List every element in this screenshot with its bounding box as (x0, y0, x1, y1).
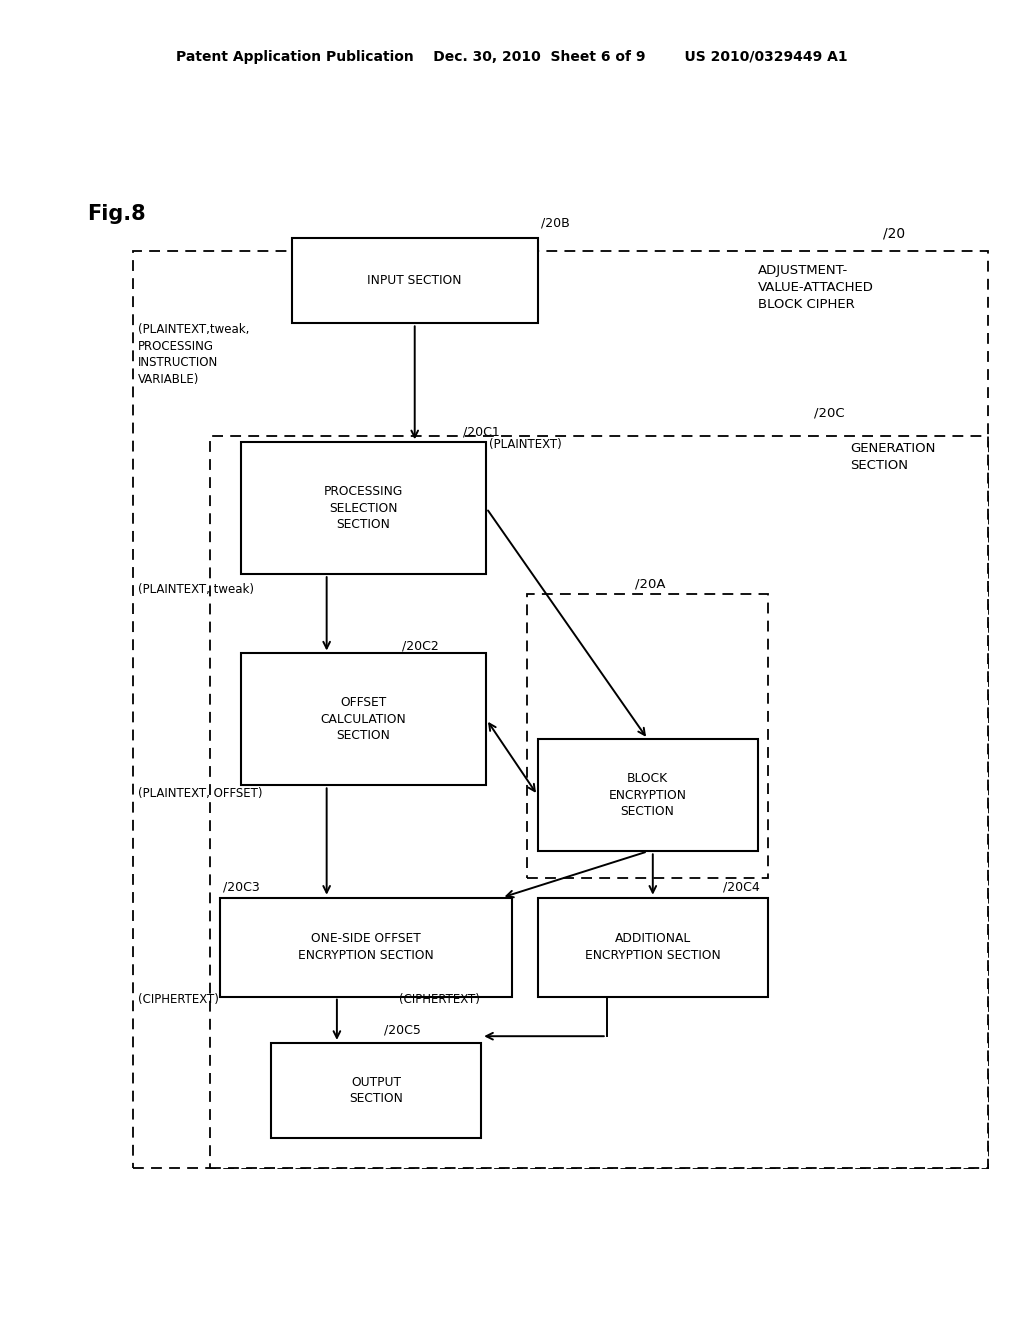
Text: Fig.8: Fig.8 (87, 203, 145, 224)
Text: /20A: /20A (635, 577, 666, 590)
Text: (PLAINTEXT): (PLAINTEXT) (489, 438, 562, 451)
Bar (271, 1043, 481, 1138)
Text: Patent Application Publication    Dec. 30, 2010  Sheet 6 of 9        US 2010/032: Patent Application Publication Dec. 30, … (176, 50, 848, 63)
Text: OUTPUT
SECTION: OUTPUT SECTION (349, 1076, 403, 1105)
Text: /20C3: /20C3 (223, 880, 260, 894)
Text: (PLAINTEXT,tweak,
PROCESSING
INSTRUCTION
VARIABLE): (PLAINTEXT,tweak, PROCESSING INSTRUCTION… (138, 323, 250, 385)
Bar (241, 653, 486, 785)
Text: ADJUSTMENT-
VALUE-ATTACHED
BLOCK CIPHER: ADJUSTMENT- VALUE-ATTACHED BLOCK CIPHER (758, 264, 873, 312)
Bar (292, 238, 538, 323)
Text: (PLAINTEXT, tweak): (PLAINTEXT, tweak) (138, 583, 254, 597)
Bar (538, 898, 768, 997)
Text: ONE-SIDE OFFSET
ENCRYPTION SECTION: ONE-SIDE OFFSET ENCRYPTION SECTION (298, 932, 434, 962)
Bar (210, 436, 988, 1168)
Text: (CIPHERTEXT): (CIPHERTEXT) (399, 993, 480, 1006)
Text: /20C1: /20C1 (463, 425, 500, 438)
Bar (241, 442, 486, 574)
Bar (220, 898, 512, 997)
Bar (133, 251, 988, 1168)
Text: (PLAINTEXT, OFFSET): (PLAINTEXT, OFFSET) (138, 787, 263, 800)
Text: GENERATION
SECTION: GENERATION SECTION (850, 442, 935, 473)
Text: /20C2: /20C2 (402, 639, 439, 652)
Bar (538, 739, 758, 851)
Text: (CIPHERTEXT): (CIPHERTEXT) (138, 993, 219, 1006)
Text: /20C: /20C (814, 407, 845, 420)
Text: /20: /20 (883, 226, 905, 240)
Text: ADDITIONAL
ENCRYPTION SECTION: ADDITIONAL ENCRYPTION SECTION (585, 932, 721, 962)
Text: OFFSET
CALCULATION
SECTION: OFFSET CALCULATION SECTION (321, 697, 407, 742)
Text: /20C4: /20C4 (723, 880, 760, 894)
Text: /20C5: /20C5 (384, 1023, 421, 1036)
Text: BLOCK
ENCRYPTION
SECTION: BLOCK ENCRYPTION SECTION (608, 772, 687, 818)
Text: /20B: /20B (541, 216, 569, 230)
Text: INPUT SECTION: INPUT SECTION (368, 275, 462, 286)
Bar (527, 594, 768, 878)
Text: PROCESSING
SELECTION
SECTION: PROCESSING SELECTION SECTION (324, 486, 403, 531)
